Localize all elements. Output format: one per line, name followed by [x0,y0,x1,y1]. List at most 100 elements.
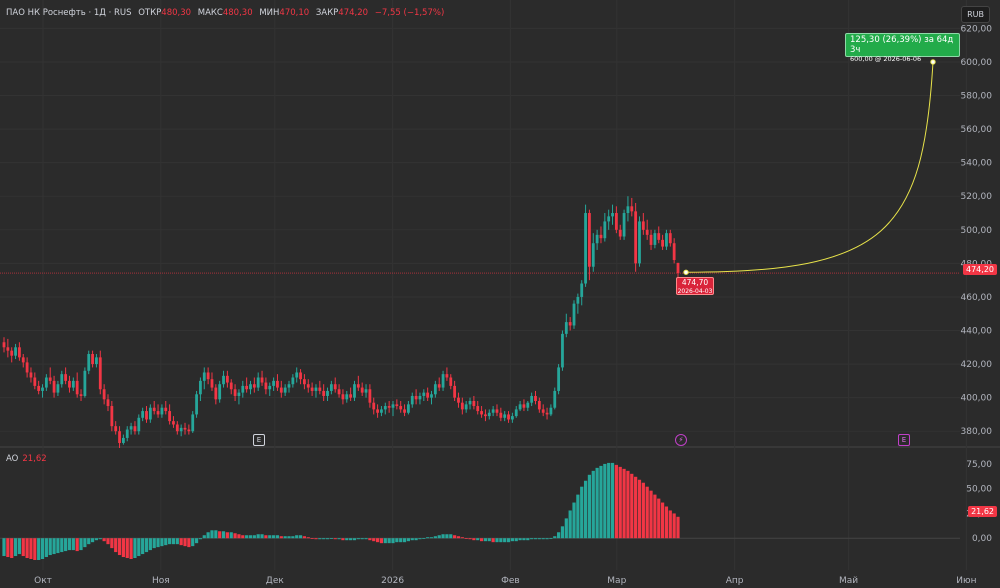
projection-start-label[interactable]: 474,70 2026-04-03 [676,277,714,295]
ao-bar [472,538,476,541]
ao-bar [56,538,60,554]
ao-bar [360,538,364,540]
earnings-marker-icon[interactable]: E [253,434,265,446]
ao-bar [272,535,276,539]
candle-body [268,385,272,390]
candle-body [568,322,572,326]
candle-body [91,354,94,365]
projection-start-price: 474,70 [681,278,709,287]
ao-bar [10,538,14,559]
candle-body [60,374,64,385]
candle-body [665,233,668,247]
projection-path [685,61,934,273]
ao-bar [214,530,218,539]
ao-bar [345,538,349,541]
dividend-marker-icon[interactable]: ⚡ [675,434,687,446]
projection-sub: 600,00 @ 2026-06-06 [850,55,922,63]
ao-bar [433,536,437,539]
ao-bar [221,531,226,539]
ao-bar [479,538,484,542]
candle-body [283,387,287,393]
ao-bar [483,538,488,542]
ao-legend: AO 21,62 [6,454,47,464]
candle-body [507,414,510,420]
candle-body [71,380,75,388]
ao-bar [79,538,83,551]
candle-body [410,395,414,405]
ao-bar [252,535,256,539]
candle-body [10,350,14,356]
candle-body [137,417,141,432]
candle-body [202,372,206,381]
candle-body [626,206,630,214]
candle-body [141,411,145,418]
candle-body [499,412,503,418]
ao-bar [291,536,295,539]
ao-bar [183,538,187,547]
ao-bar [98,538,102,540]
ao-bar [125,538,129,559]
price-tick-label: 620,00 [961,24,993,34]
ao-bar [379,538,384,544]
candle-body [44,377,48,388]
candle-body [638,221,641,264]
projection-label[interactable]: 125,30 (26,39%) за 64д 3ч 600,00 @ 2026-… [845,33,960,63]
ao-bar [506,538,511,543]
ao-bar [603,463,607,539]
candle-body [537,401,541,410]
ao-bar [557,532,561,539]
ao-bar [649,490,653,539]
candle-body [561,333,564,368]
ao-bar [37,538,41,560]
candle-body [433,384,437,395]
ao-bar [668,510,672,539]
ao-bar [553,536,557,539]
ao-bar [325,538,330,540]
candle-body [172,421,175,425]
ao-bar [129,538,133,560]
candle-body [418,395,422,400]
candle-body [514,409,518,417]
currency-button[interactable]: RUB [961,6,990,23]
candle-body [110,406,114,427]
candle-body [64,374,68,381]
ao-bar [391,538,395,544]
candle-body [118,431,121,443]
ao-bar [90,538,95,543]
ao-bar [476,538,480,541]
price-tick-label: 600,00 [961,58,993,68]
candle-body [314,387,318,391]
candle-body [530,395,534,403]
ao-bar [160,538,164,547]
candle-body [564,322,568,334]
ao-bar [102,538,106,542]
candle-body [222,375,225,385]
candle-body [114,426,118,432]
ao-bar [406,538,410,542]
time-tick-label: Май [839,576,858,586]
ao-bar [541,538,545,540]
candle-body [291,377,295,385]
ao-bar [503,538,507,543]
earnings-marker-future-icon[interactable]: E [898,434,910,446]
ao-bar [40,538,45,560]
candle-body [645,229,649,235]
candle-body [83,370,87,396]
ao-bar [171,538,176,545]
ao-bar [264,535,268,539]
candle-body [272,380,275,386]
candle-body [464,404,468,410]
ao-bar [610,462,615,539]
ao-bar [67,538,72,551]
candle-body [329,384,333,391]
candle-body [129,426,133,430]
ao-bar [148,538,152,551]
ao-bar [13,538,18,557]
ao-bar [464,538,468,540]
candle-body [372,402,376,410]
candle-body [52,380,56,393]
candle-body [56,384,60,393]
candle-body [422,392,426,396]
